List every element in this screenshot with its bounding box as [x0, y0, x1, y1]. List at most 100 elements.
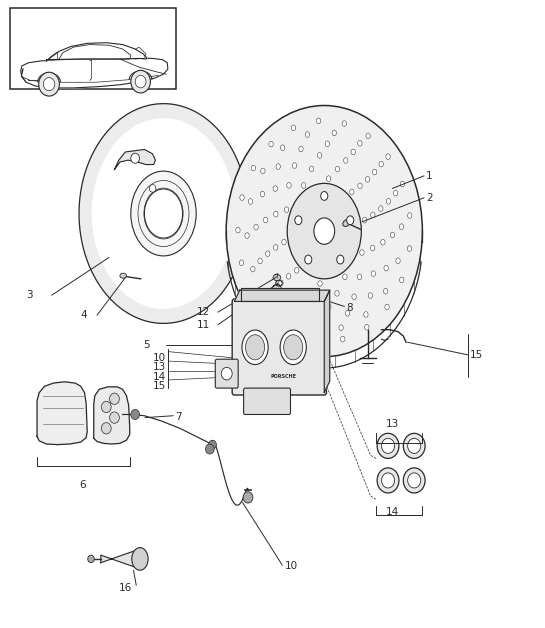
Ellipse shape	[310, 166, 314, 171]
Ellipse shape	[358, 183, 362, 189]
FancyBboxPatch shape	[215, 359, 238, 388]
Ellipse shape	[343, 274, 347, 279]
Ellipse shape	[362, 217, 367, 223]
Ellipse shape	[352, 294, 356, 300]
Ellipse shape	[258, 258, 262, 264]
Ellipse shape	[305, 132, 310, 138]
Polygon shape	[241, 288, 319, 301]
Ellipse shape	[315, 338, 319, 344]
Text: 15: 15	[153, 381, 166, 391]
Ellipse shape	[293, 308, 298, 313]
Ellipse shape	[239, 260, 244, 266]
Ellipse shape	[390, 232, 395, 238]
Circle shape	[403, 433, 425, 458]
Text: 8: 8	[347, 303, 353, 313]
Ellipse shape	[365, 176, 370, 182]
Text: 3: 3	[26, 290, 33, 300]
Ellipse shape	[318, 281, 322, 286]
Ellipse shape	[261, 192, 265, 197]
Ellipse shape	[358, 274, 362, 279]
Ellipse shape	[381, 239, 385, 245]
FancyBboxPatch shape	[232, 299, 326, 395]
Ellipse shape	[351, 149, 355, 154]
Ellipse shape	[393, 190, 398, 196]
Ellipse shape	[325, 141, 330, 146]
Ellipse shape	[365, 325, 369, 330]
Ellipse shape	[318, 153, 322, 158]
Circle shape	[110, 412, 119, 423]
Text: 13: 13	[386, 419, 399, 429]
Circle shape	[39, 72, 59, 96]
Ellipse shape	[263, 217, 268, 223]
Polygon shape	[21, 58, 168, 88]
Ellipse shape	[337, 255, 344, 264]
Ellipse shape	[342, 121, 347, 126]
Ellipse shape	[371, 246, 375, 251]
Bar	[10, 8, 176, 89]
Ellipse shape	[287, 183, 361, 279]
Ellipse shape	[273, 186, 277, 192]
Ellipse shape	[332, 130, 336, 136]
Polygon shape	[37, 382, 87, 445]
Ellipse shape	[350, 189, 354, 195]
Ellipse shape	[245, 233, 249, 239]
Polygon shape	[234, 290, 330, 301]
Ellipse shape	[317, 118, 321, 124]
Ellipse shape	[400, 181, 404, 187]
Ellipse shape	[245, 335, 265, 360]
Circle shape	[382, 438, 395, 453]
Text: 10: 10	[284, 561, 298, 571]
Ellipse shape	[242, 330, 268, 364]
Polygon shape	[114, 149, 155, 170]
Ellipse shape	[261, 168, 265, 174]
Ellipse shape	[385, 304, 389, 310]
Text: 6: 6	[80, 480, 86, 490]
Ellipse shape	[347, 216, 354, 225]
Polygon shape	[79, 104, 245, 323]
Ellipse shape	[272, 284, 281, 292]
Ellipse shape	[268, 314, 272, 320]
Ellipse shape	[371, 212, 375, 218]
Ellipse shape	[226, 106, 422, 357]
Ellipse shape	[284, 335, 303, 360]
Ellipse shape	[301, 183, 306, 188]
Circle shape	[101, 423, 111, 434]
Ellipse shape	[366, 133, 370, 139]
Ellipse shape	[305, 255, 312, 264]
Ellipse shape	[284, 207, 289, 212]
Ellipse shape	[276, 164, 280, 170]
Text: 15: 15	[470, 350, 483, 360]
Circle shape	[408, 473, 421, 488]
Ellipse shape	[273, 274, 281, 281]
Ellipse shape	[272, 287, 276, 293]
Ellipse shape	[379, 206, 383, 212]
Ellipse shape	[274, 244, 278, 250]
Ellipse shape	[299, 146, 303, 152]
Ellipse shape	[399, 277, 404, 283]
Ellipse shape	[312, 327, 317, 332]
Text: 1: 1	[426, 171, 433, 181]
Ellipse shape	[396, 258, 400, 264]
Ellipse shape	[274, 211, 278, 217]
Text: 11: 11	[197, 320, 210, 330]
Ellipse shape	[240, 195, 244, 200]
Text: 4: 4	[81, 310, 87, 320]
Ellipse shape	[236, 227, 240, 233]
Text: 14: 14	[153, 372, 166, 382]
Ellipse shape	[254, 224, 258, 230]
Ellipse shape	[346, 310, 350, 316]
Circle shape	[149, 185, 156, 192]
Ellipse shape	[144, 189, 183, 238]
Text: 12: 12	[197, 307, 210, 317]
Ellipse shape	[343, 158, 348, 163]
Ellipse shape	[319, 316, 323, 322]
Ellipse shape	[292, 163, 296, 168]
Ellipse shape	[294, 268, 299, 273]
Circle shape	[221, 367, 232, 380]
Ellipse shape	[384, 265, 388, 271]
Ellipse shape	[265, 295, 270, 301]
Ellipse shape	[251, 266, 255, 272]
Text: 7: 7	[175, 412, 182, 422]
Ellipse shape	[269, 141, 273, 147]
Ellipse shape	[386, 198, 391, 204]
